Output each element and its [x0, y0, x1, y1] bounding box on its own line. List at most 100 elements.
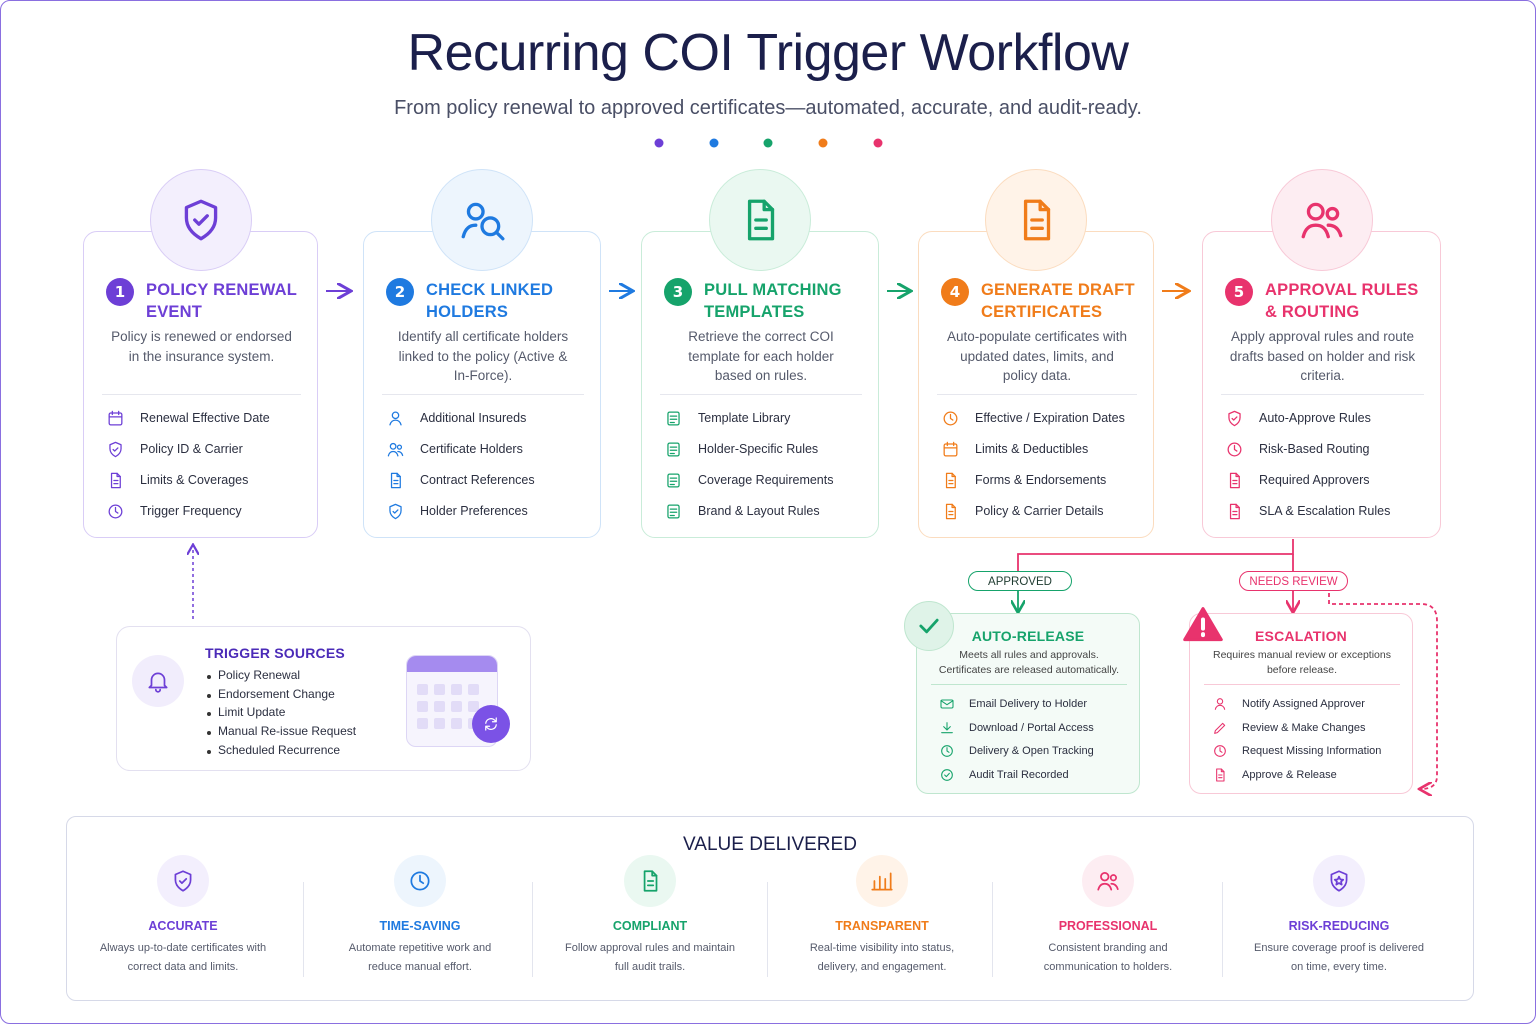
step-item: Forms & Endorsements	[975, 473, 1107, 487]
separator	[303, 882, 304, 977]
page-title: Recurring COI Trigger Workflow	[407, 24, 1129, 82]
approved-icon	[904, 601, 954, 651]
value-icon	[157, 855, 209, 907]
item-icon	[667, 411, 680, 426]
item-icon	[1229, 472, 1240, 489]
calendar-cell	[468, 684, 479, 695]
bullet	[207, 693, 211, 698]
trigger-title: TRIGGER SOURCES	[205, 645, 345, 661]
step-card: 1 POLICY RENEWAL EVENT Policy is renewed o…	[83, 231, 318, 538]
value-glyph	[1330, 870, 1348, 892]
warning-icon	[1183, 607, 1223, 642]
step-item: Limits & Coverages	[140, 473, 249, 487]
step-item: Required Approvers	[1259, 473, 1370, 487]
divider	[102, 394, 301, 395]
calendar-header	[407, 656, 497, 672]
step-card: 5 APPROVAL RULES & ROUTING Apply approval …	[1202, 231, 1441, 538]
bullet	[207, 749, 211, 754]
step-item: Limits & Deductibles	[975, 442, 1089, 456]
value-item-description: Always up-to-date certificates with corr…	[99, 942, 267, 973]
calendar-cell	[434, 701, 445, 712]
step-title: POLICY RENEWAL EVENT	[146, 281, 297, 321]
step-description: Identify all certificate holders linked …	[397, 329, 569, 383]
bell-glyph	[148, 672, 168, 693]
step-glyph	[184, 199, 217, 241]
auto-release-item: Delivery & Open Tracking	[969, 745, 1094, 758]
step-glyph	[747, 199, 775, 241]
auto-release-label: APPROVED	[968, 571, 1072, 591]
step-description: Apply approval rules and route drafts ba…	[1229, 329, 1416, 383]
item-icon	[943, 441, 958, 457]
item-icon	[941, 721, 953, 733]
item-icon	[108, 504, 123, 519]
refresh-glyph	[485, 717, 497, 731]
trigger-item: Limit Update	[218, 705, 286, 720]
step-description: Retrieve the correct COI template for ea…	[688, 329, 834, 383]
step-item: Auto-Approve Rules	[1259, 411, 1371, 425]
step-item: Template Library	[698, 411, 791, 425]
escalation-item: Notify Assigned Approver	[1242, 698, 1365, 710]
step-item: Risk-Based Routing	[1259, 442, 1370, 456]
trigger-item: Scheduled Recurrence	[218, 742, 341, 757]
divider	[931, 684, 1127, 685]
value-item-title: TRANSPARENT	[835, 919, 929, 933]
value-icon	[394, 855, 446, 907]
value-item-description: Real-time visibility into status, delive…	[809, 942, 955, 973]
auto-release-item: Audit Trail Recorded	[969, 768, 1069, 781]
value-item-title: TIME-SAVING	[379, 919, 461, 933]
item-icon	[109, 441, 122, 458]
value-icon	[624, 855, 676, 907]
item-icon	[1227, 442, 1242, 457]
item-icon	[1214, 698, 1226, 710]
value-box: VALUE DELIVERED ACCURATE Always up-to-date…	[66, 816, 1474, 1001]
separator	[1222, 882, 1223, 977]
value-item-description: Follow approval rules and maintain full …	[565, 942, 735, 973]
step-icon	[149, 169, 252, 271]
calendar-cell	[417, 718, 428, 729]
step-icon	[431, 169, 533, 271]
step-number: 4	[941, 278, 969, 306]
check-glyph	[919, 618, 939, 634]
item-icon	[110, 472, 121, 489]
value-item-description: Consistent branding and communication to…	[1043, 942, 1173, 973]
step-icon	[985, 169, 1087, 271]
bullet	[207, 675, 211, 679]
step-item: Policy ID & Carrier	[140, 442, 243, 456]
bell-icon	[132, 655, 184, 707]
value-item-description: Automate repetitive work and reduce manu…	[348, 942, 492, 973]
value-item-title: RISK-REDUCING	[1288, 919, 1390, 933]
value-glyph	[174, 870, 192, 892]
value-icon	[1082, 855, 1134, 907]
divider	[660, 394, 862, 395]
step-item: Policy & Carrier Details	[975, 504, 1104, 518]
item-icon	[667, 504, 680, 519]
step-number: 1	[106, 278, 134, 306]
step-card: 2 CHECK LINKED HOLDERS Identify all certif…	[363, 231, 601, 538]
value-item-title: PROFESSIONAL	[1058, 919, 1158, 933]
item-icon	[389, 411, 402, 426]
step-icon	[1270, 169, 1373, 271]
divider	[937, 394, 1137, 395]
step-item: Brand & Layout Rules	[698, 504, 820, 518]
trigger-sources-box: TRIGGER SOURCES Policy Renewal Endorsement…	[116, 626, 531, 771]
escalation-box: ESCALATION Requires manual review or exce…	[1189, 613, 1413, 794]
value-glyph	[643, 870, 658, 892]
step-item: SLA & Escalation Rules	[1259, 504, 1391, 518]
value-icon	[1313, 855, 1365, 907]
step-item: Holder-Specific Rules	[698, 442, 819, 456]
escalation-item: Approve & Release	[1242, 768, 1337, 781]
value-glyph	[871, 872, 893, 891]
refresh-badge	[472, 705, 510, 743]
step-item: Holder Preferences	[420, 504, 528, 518]
value-item-title: ACCURATE	[148, 919, 218, 933]
step-card: 3 PULL MATCHING TEMPLATES Retrieve the cor…	[641, 231, 879, 538]
calendar-cell	[434, 718, 445, 729]
auto-release-title: AUTO-RELEASE	[971, 628, 1085, 644]
item-icon	[945, 503, 956, 520]
value-glyph	[410, 871, 430, 891]
item-icon	[1216, 768, 1225, 782]
calendar-cell	[434, 684, 445, 695]
item-icon	[941, 745, 953, 758]
value-glyph	[1097, 872, 1119, 891]
